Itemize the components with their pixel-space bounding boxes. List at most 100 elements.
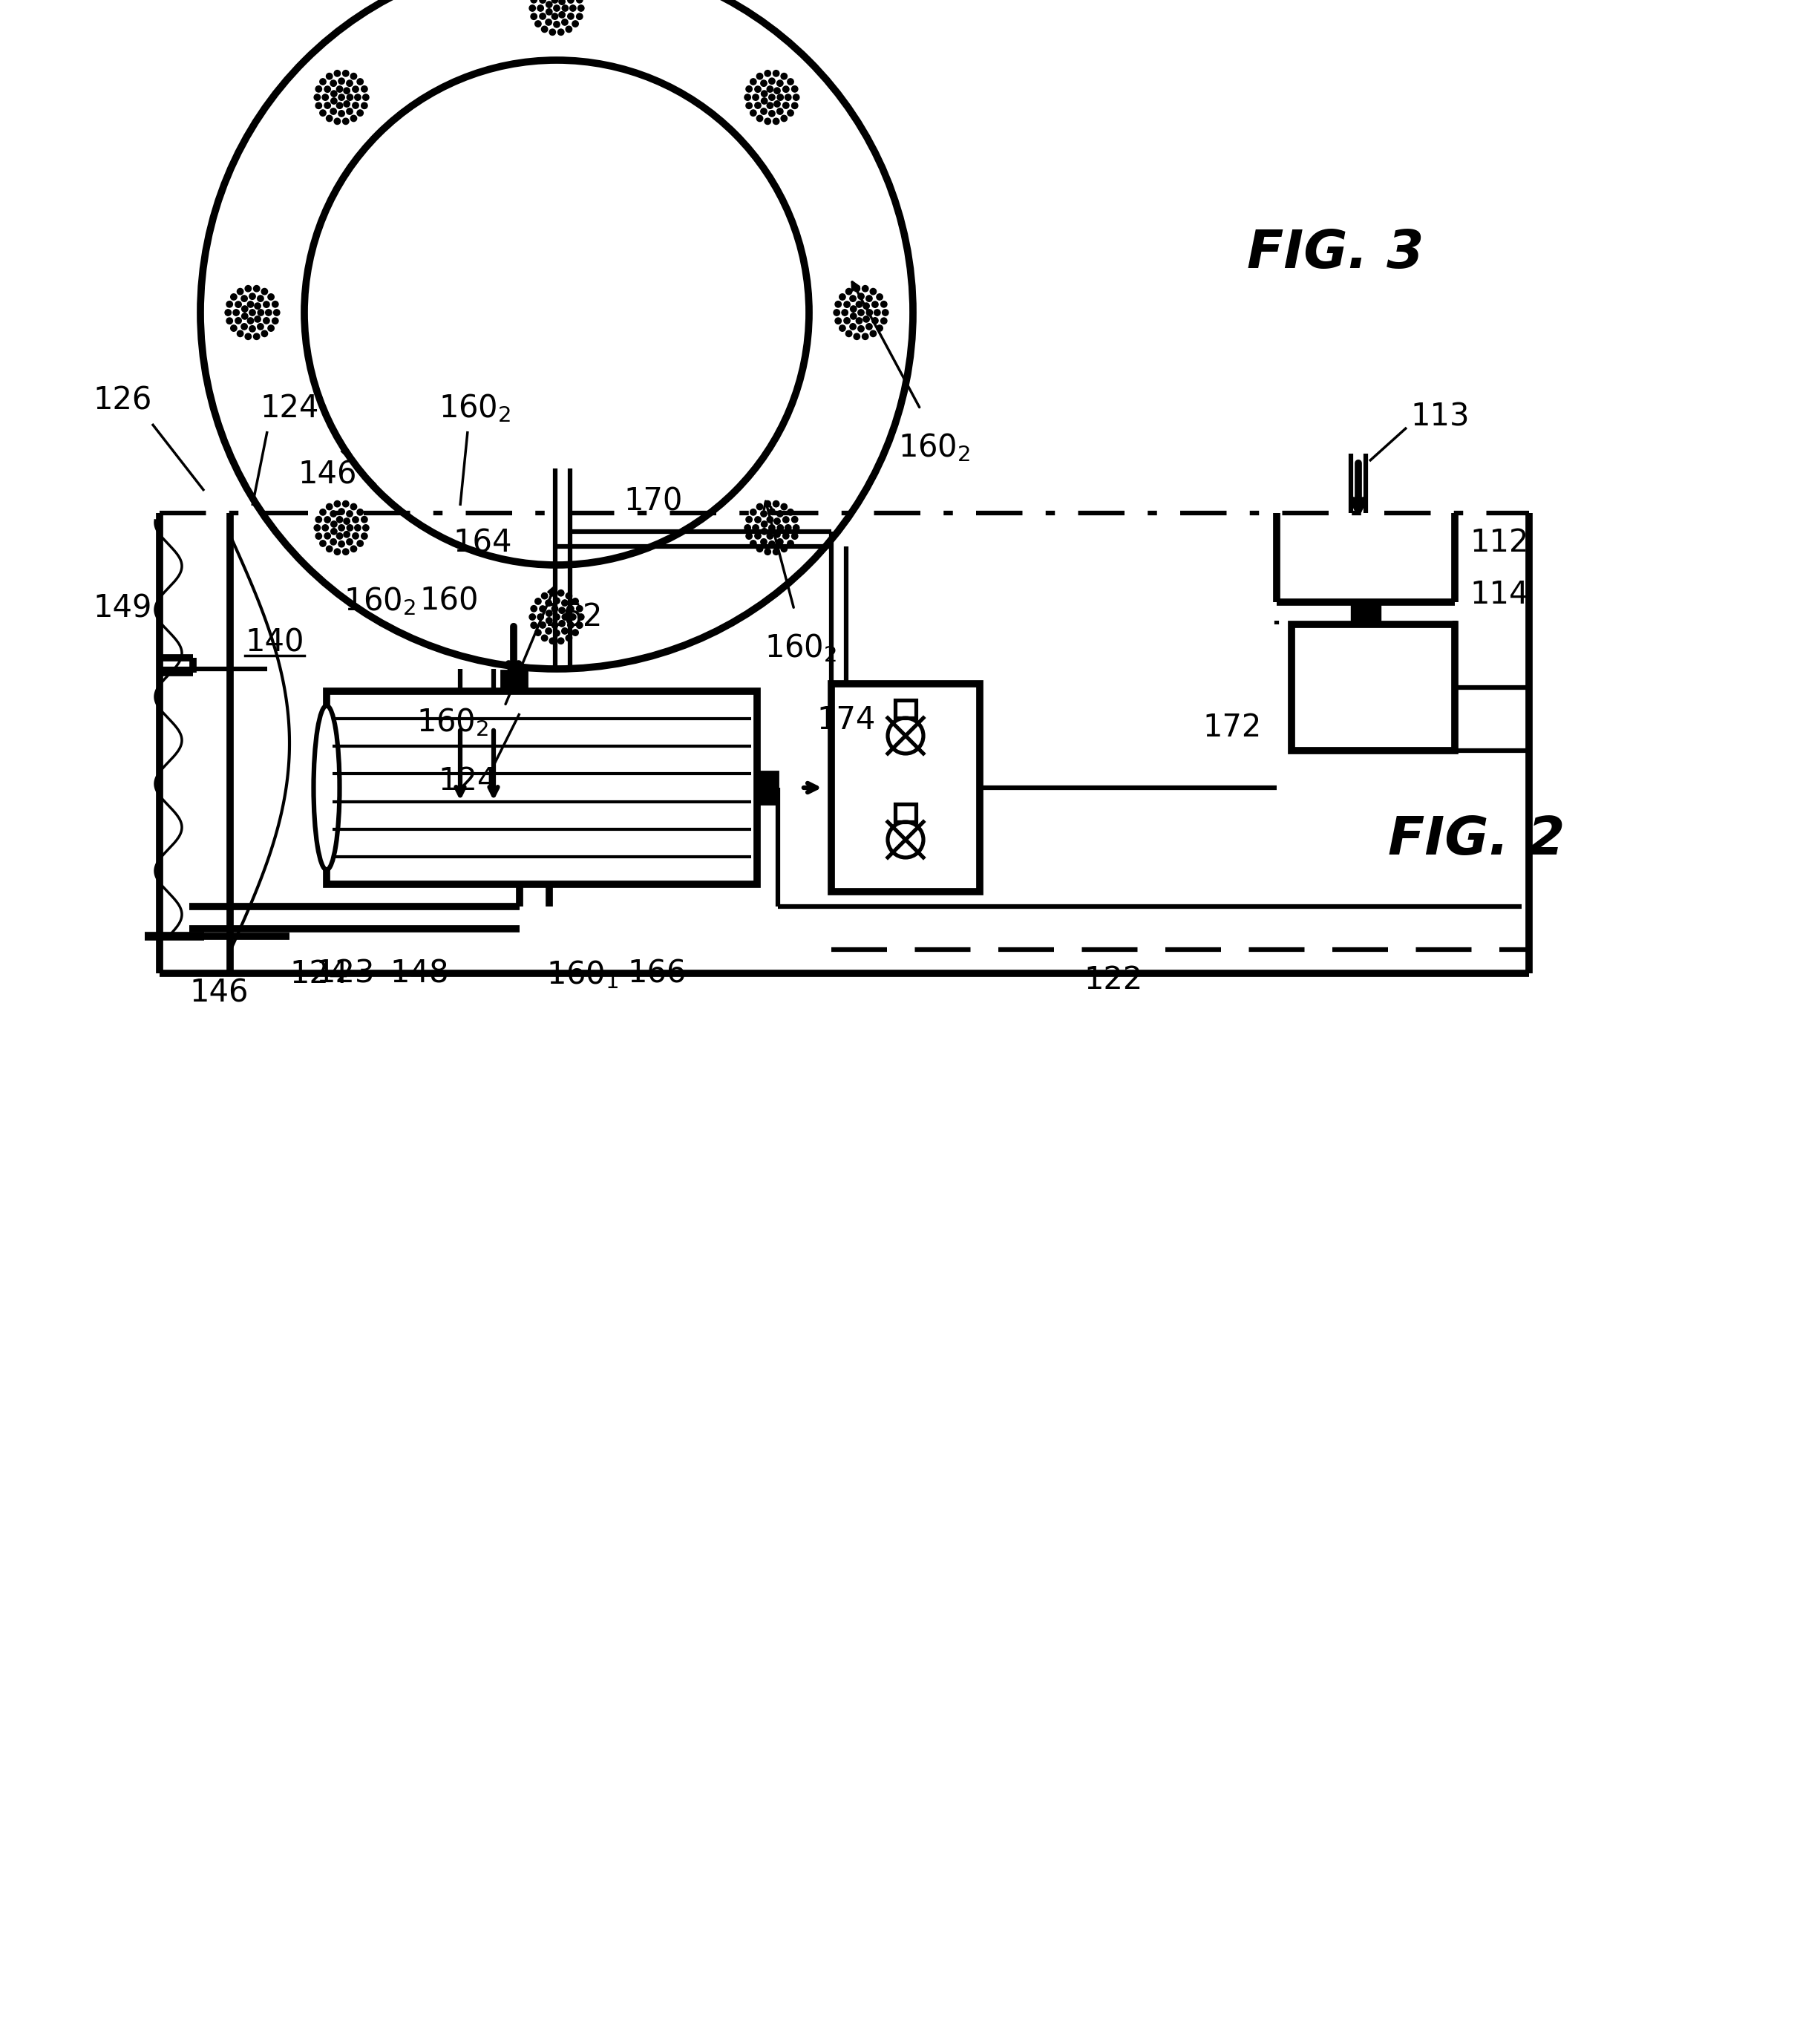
Circle shape	[322, 94, 328, 100]
Circle shape	[539, 12, 546, 20]
Circle shape	[326, 73, 333, 79]
Circle shape	[342, 118, 349, 124]
Circle shape	[335, 118, 340, 124]
Circle shape	[870, 330, 875, 336]
Circle shape	[579, 4, 584, 12]
Circle shape	[551, 0, 559, 4]
Circle shape	[353, 85, 359, 92]
Circle shape	[877, 293, 883, 299]
Circle shape	[268, 326, 275, 332]
Circle shape	[237, 289, 244, 295]
Circle shape	[766, 102, 773, 108]
Text: 160$_1$: 160$_1$	[546, 958, 619, 991]
Circle shape	[773, 531, 781, 537]
Circle shape	[546, 600, 551, 606]
Circle shape	[750, 541, 757, 547]
Circle shape	[315, 85, 322, 92]
Circle shape	[881, 317, 886, 324]
Circle shape	[351, 73, 357, 79]
Circle shape	[792, 517, 797, 523]
Circle shape	[324, 533, 331, 539]
Circle shape	[761, 529, 768, 535]
Circle shape	[315, 525, 320, 531]
Circle shape	[863, 285, 868, 291]
Circle shape	[559, 606, 564, 613]
Circle shape	[773, 88, 781, 94]
Circle shape	[226, 301, 233, 307]
Circle shape	[246, 334, 251, 340]
Circle shape	[348, 94, 353, 100]
Circle shape	[553, 631, 561, 637]
Circle shape	[253, 334, 260, 340]
Circle shape	[857, 326, 864, 332]
Circle shape	[324, 102, 331, 108]
Bar	[1292, 625, 1454, 751]
Circle shape	[326, 116, 333, 122]
Circle shape	[766, 533, 773, 539]
Text: 164: 164	[453, 527, 511, 558]
Circle shape	[315, 94, 320, 100]
Bar	[757, 771, 777, 804]
Circle shape	[362, 94, 369, 100]
Circle shape	[777, 539, 783, 545]
Circle shape	[568, 606, 573, 613]
Circle shape	[761, 539, 766, 545]
Circle shape	[777, 511, 783, 517]
Circle shape	[577, 14, 582, 20]
Circle shape	[353, 533, 359, 539]
Circle shape	[315, 102, 322, 108]
Circle shape	[744, 94, 750, 100]
Text: 124: 124	[260, 393, 318, 423]
Circle shape	[850, 324, 855, 330]
Bar	[326, 692, 757, 885]
Bar	[895, 700, 915, 718]
Circle shape	[562, 629, 568, 635]
Circle shape	[329, 511, 337, 517]
Circle shape	[777, 79, 783, 85]
Circle shape	[750, 509, 757, 515]
Circle shape	[746, 517, 752, 523]
Circle shape	[761, 108, 766, 114]
Circle shape	[781, 116, 788, 122]
Circle shape	[755, 102, 761, 108]
Text: 160$_2$: 160$_2$	[439, 393, 511, 423]
Circle shape	[557, 637, 564, 643]
Circle shape	[237, 330, 244, 336]
Circle shape	[264, 317, 269, 324]
Circle shape	[346, 539, 353, 545]
Circle shape	[835, 317, 841, 324]
Circle shape	[339, 94, 344, 100]
Circle shape	[546, 8, 551, 14]
Circle shape	[757, 73, 763, 79]
Circle shape	[746, 102, 752, 108]
Circle shape	[329, 539, 337, 545]
Text: 160$_2$: 160$_2$	[417, 706, 490, 739]
Circle shape	[357, 541, 364, 547]
Circle shape	[764, 71, 772, 77]
Circle shape	[235, 317, 242, 324]
Circle shape	[339, 77, 344, 83]
Circle shape	[562, 600, 568, 606]
Text: 122: 122	[1085, 965, 1143, 995]
Circle shape	[844, 301, 850, 307]
Circle shape	[535, 629, 541, 635]
Circle shape	[344, 88, 349, 94]
Text: FIG. 3: FIG. 3	[1247, 228, 1423, 279]
Circle shape	[546, 18, 551, 24]
Circle shape	[566, 26, 571, 33]
Circle shape	[744, 525, 750, 531]
Circle shape	[579, 615, 584, 621]
Circle shape	[757, 545, 763, 551]
Circle shape	[577, 623, 582, 629]
Circle shape	[322, 525, 328, 531]
Bar	[1350, 602, 1381, 621]
Circle shape	[850, 313, 857, 319]
Circle shape	[546, 617, 551, 625]
Circle shape	[268, 293, 275, 299]
Circle shape	[335, 71, 340, 77]
Circle shape	[792, 533, 797, 539]
Circle shape	[537, 615, 544, 621]
Circle shape	[850, 305, 857, 311]
Bar	[895, 804, 915, 822]
Circle shape	[761, 98, 768, 104]
